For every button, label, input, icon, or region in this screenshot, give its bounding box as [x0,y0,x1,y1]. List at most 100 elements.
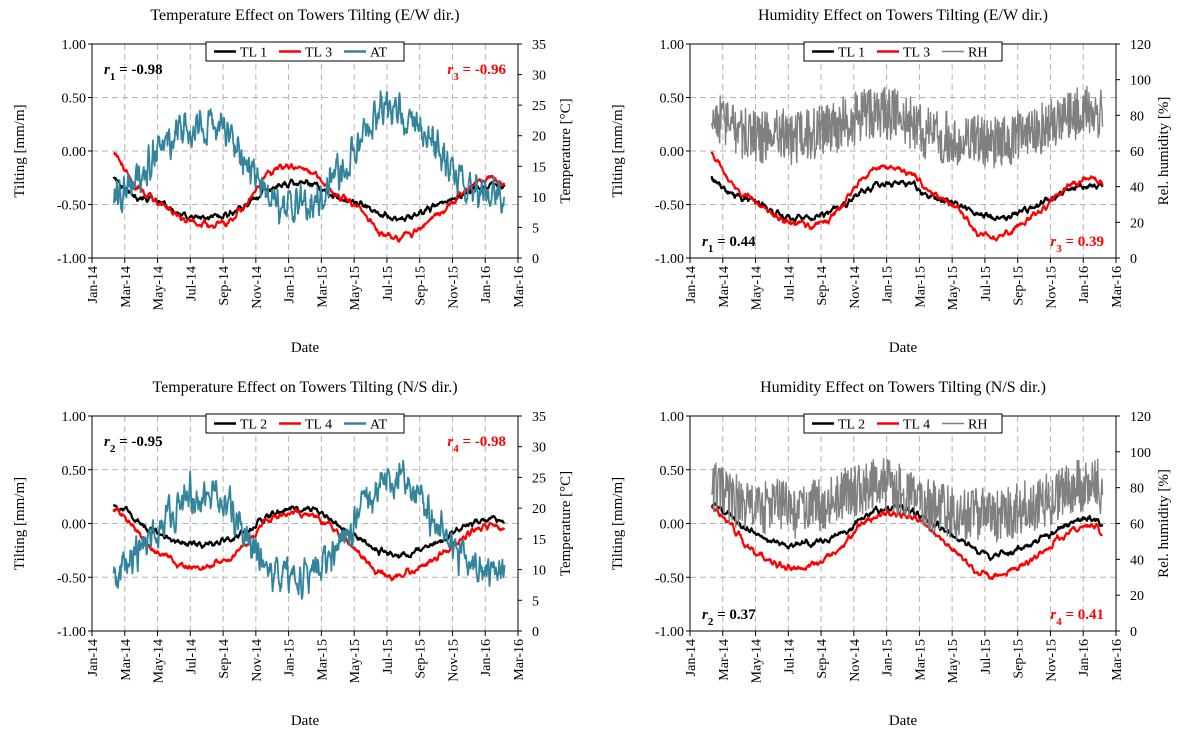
x-tick-label: Sep-14 [815,639,830,679]
x-tick-label: Jan-16 [479,639,494,676]
y-tick-label: 0.50 [62,92,87,107]
x-tick-label: Nov-14 [250,266,265,309]
x-tick-label: Sep-15 [1012,639,1027,679]
legend-label-tl-4: TL 4 [903,418,930,433]
x-tick-label: Sep-15 [414,266,429,306]
x-tick-label: Jan-15 [881,639,896,676]
x-tick-label: Nov-15 [446,639,461,682]
y2-tick-label: 25 [532,99,546,114]
y2-tick-label: 100 [1130,74,1151,89]
y2-tick-label: 35 [532,38,546,53]
x-tick-label: May-15 [348,266,363,310]
x-tick-label: Nov-14 [848,266,863,309]
y2-tick-label: 0 [532,625,539,640]
x-tick-label: May-15 [946,266,961,310]
x-tick-label: May-14 [750,639,765,683]
x-tick-label: Mar-16 [1110,266,1125,308]
x-tick-label: Sep-14 [217,266,232,306]
y-tick-label: 1.00 [660,38,685,53]
y-tick-label: -1.00 [655,625,684,640]
x-tick-label: Mar-16 [1110,639,1125,681]
y-tick-label: 0.50 [660,464,685,479]
y2-tick-label: 20 [532,502,546,517]
correlation-label: r2 = 0.37 [702,607,756,628]
x-axis-label: Date [889,713,918,729]
x-tick-label: Jan-16 [1077,266,1092,303]
legend-label-tl-2: TL 2 [838,418,865,433]
x-tick-label: Jul-15 [979,639,994,674]
legend-label-at: AT [370,46,388,61]
x-tick-label: Mar-14 [717,266,732,308]
y-tick-label: -1.00 [57,252,86,267]
x-tick-label: Mar-14 [119,639,134,681]
correlation-label: r4 = -0.98 [447,434,506,455]
x-tick-label: Mar-14 [119,266,134,308]
y2-tick-label: 10 [532,191,546,206]
y2-tick-label: 10 [532,564,546,579]
legend-label-rh: RH [968,46,987,61]
y-tick-label: 0.00 [62,145,87,160]
y-tick-label: -0.50 [57,571,86,586]
y-tick-label: 1.00 [62,38,87,53]
legend-label-at: AT [370,418,388,433]
series-line-tl-3 [113,151,506,243]
y2-tick-label: 120 [1130,38,1151,53]
y2-tick-label: 5 [532,221,539,236]
legend-label-tl-3: TL 3 [903,46,930,61]
x-tick-label: Jul-14 [782,266,797,301]
x-tick-label: Jul-14 [184,639,199,674]
y2-tick-label: 30 [532,441,546,456]
x-tick-label: Sep-15 [1012,266,1027,306]
y2-tick-label: 100 [1130,446,1151,461]
y2-tick-label: 40 [1130,553,1144,568]
x-tick-label: Nov-14 [848,639,863,682]
y-axis-label: Tilting [mm/m] [12,104,28,197]
x-tick-label: Jan-16 [1077,639,1092,676]
y2-tick-label: 35 [532,410,546,425]
legend-label-tl-1: TL 1 [240,46,267,61]
y2-axis-label: Temperature [°C] [558,471,574,576]
x-tick-label: Nov-15 [446,266,461,309]
x-tick-label: Mar-16 [512,639,527,681]
x-tick-label: Jan-15 [881,266,896,303]
x-tick-label: Jan-14 [684,639,699,676]
legend-label-tl-1: TL 1 [838,46,865,61]
x-tick-label: Sep-14 [217,639,232,679]
x-tick-label: Sep-15 [414,639,429,679]
x-tick-label: Jan-14 [86,266,101,303]
x-tick-label: Jan-16 [479,266,494,303]
correlation-label: r1 = -0.98 [104,62,163,83]
x-tick-label: Mar-15 [913,639,928,681]
chart-title: Temperature Effect on Towers Tilting (E/… [150,7,459,24]
y-tick-label: -0.50 [655,199,684,214]
y2-tick-label: 120 [1130,410,1151,425]
y-tick-label: 0.00 [62,518,87,533]
x-tick-label: Mar-15 [315,266,330,308]
y2-tick-label: 40 [1130,181,1144,196]
legend-label-rh: RH [968,418,987,433]
series-line-tl-2 [112,504,506,559]
y2-tick-label: 0 [532,252,539,267]
legend-label-tl-4: TL 4 [305,418,332,433]
y-tick-label: 0.00 [660,145,685,160]
legend-box [205,41,405,62]
x-tick-label: Jan-15 [283,266,298,303]
x-tick-label: May-15 [348,639,363,683]
legend-box [803,413,1003,434]
legend-label-tl-3: TL 3 [305,46,332,61]
x-tick-label: Jul-15 [381,266,396,301]
correlation-label: r2 = -0.95 [104,434,163,455]
y2-tick-label: 80 [1130,482,1144,497]
y2-tick-label: 60 [1130,518,1144,533]
y-tick-label: -1.00 [655,252,684,267]
x-tick-label: May-15 [946,639,961,683]
chart-title: Temperature Effect on Towers Tilting (N/… [152,379,457,396]
y2-tick-label: 5 [532,594,539,609]
series-line-tl-3 [710,151,1104,242]
series-line-tl-1 [710,175,1104,223]
x-axis-label: Date [291,340,320,356]
y2-tick-label: 80 [1130,109,1144,124]
x-tick-label: Mar-14 [717,639,732,681]
y-tick-label: 1.00 [62,410,87,425]
y-tick-label: -0.50 [57,199,86,214]
